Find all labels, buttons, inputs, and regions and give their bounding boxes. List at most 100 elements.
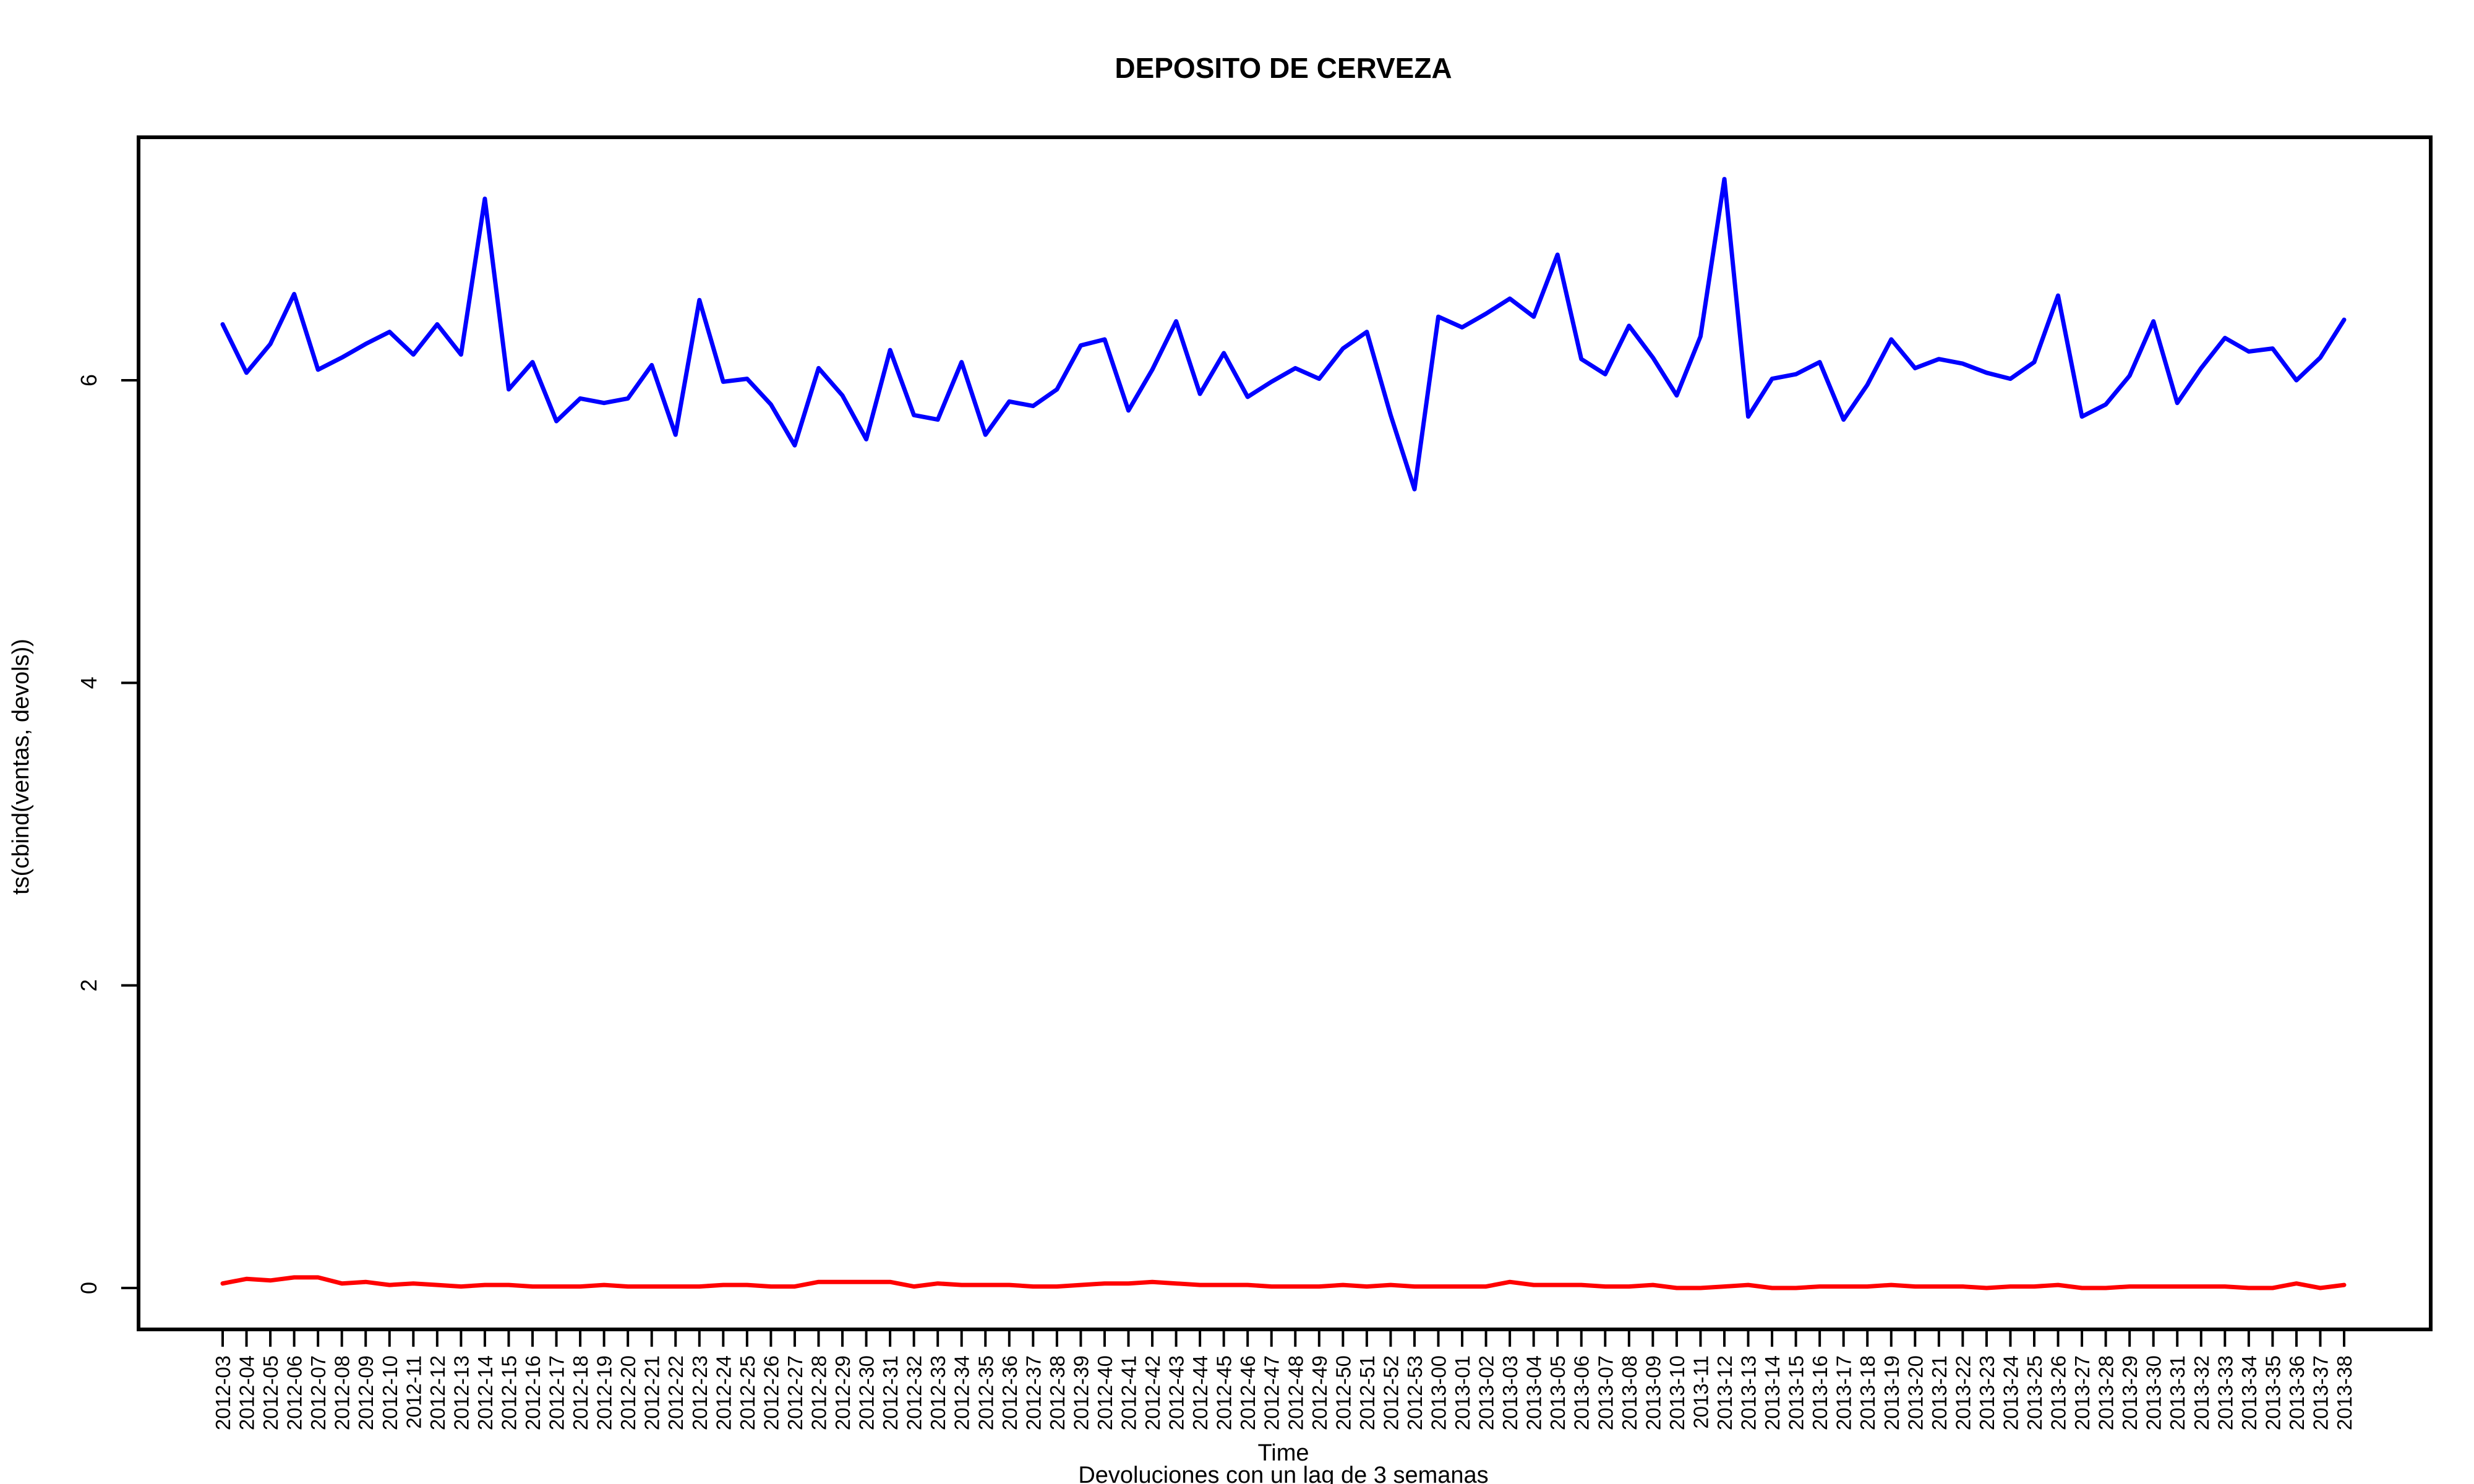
series-line-2 [220, 1275, 2347, 1290]
x-tick-label: 2012-21 [641, 1355, 664, 1430]
x-tick-label: 2012-13 [450, 1355, 473, 1430]
x-tick-label: 2012-16 [521, 1355, 544, 1430]
x-tick-label: 2013-35 [2261, 1355, 2284, 1430]
x-tick-label: 2012-35 [974, 1355, 997, 1430]
x-tick-label: 2013-21 [1928, 1355, 1951, 1430]
x-tick-label: 2012-08 [331, 1355, 354, 1430]
x-tick-label: 2013-14 [1761, 1355, 1784, 1430]
x-tick-label: 2012-10 [379, 1355, 401, 1430]
x-tick-label: 2013-26 [2047, 1355, 2070, 1430]
x-tick-label: 2012-46 [1236, 1355, 1259, 1430]
x-tick-label: 2013-01 [1451, 1355, 1474, 1430]
x-tick-label: 2012-04 [236, 1355, 259, 1430]
x-tick-label: 2013-08 [1618, 1355, 1641, 1430]
x-tick-label: 2013-03 [1499, 1355, 1522, 1430]
x-tick-label: 2012-52 [1379, 1355, 1402, 1430]
x-tick-label: 2013-22 [1951, 1355, 1974, 1430]
plot-frame [137, 135, 2433, 1331]
x-tick-label: 2012-15 [497, 1355, 520, 1430]
x-tick-label: 2012-48 [1284, 1355, 1307, 1430]
x-tick-label: 2013-18 [1856, 1355, 1879, 1430]
chart-title: DEPOSITO DE CERVEZA [1115, 52, 1452, 84]
x-tick-label: 2013-30 [2142, 1355, 2165, 1430]
x-tick-label: 2013-06 [1570, 1355, 1593, 1430]
x-tick-label: 2013-19 [1880, 1355, 1903, 1430]
x-tick-label: 2012-42 [1141, 1355, 1164, 1430]
x-tick-label: 2012-44 [1189, 1355, 1212, 1430]
x-tick-label: 2012-06 [283, 1355, 306, 1430]
x-tick-label: 2013-31 [2166, 1355, 2189, 1430]
x-tick-label: 2013-28 [2095, 1355, 2118, 1430]
x-tick-label: 2013-05 [1546, 1355, 1569, 1430]
x-tick-label: 2013-11 [1689, 1355, 1712, 1429]
x-tick-label: 2013-34 [2238, 1355, 2261, 1430]
x-tick-label: 2012-25 [736, 1355, 759, 1430]
x-tick-label: 2012-37 [1022, 1355, 1045, 1430]
x-axis-label: Time [1257, 1440, 1309, 1466]
x-tick-label: 2012-32 [903, 1355, 926, 1430]
x-tick-label: 2012-51 [1356, 1355, 1379, 1430]
x-tick-label: 2012-34 [951, 1355, 974, 1430]
y-tick-label: 6 [76, 374, 101, 386]
x-tick-label: 2013-25 [2023, 1355, 2046, 1430]
x-tick-label: 2013-38 [2333, 1355, 2356, 1430]
x-tick-label: 2012-05 [259, 1355, 282, 1430]
x-tick-label: 2012-19 [593, 1355, 616, 1430]
x-tick-label: 2012-43 [1165, 1355, 1188, 1430]
x-tick-label: 2012-49 [1308, 1355, 1331, 1430]
x-tick-label: 2012-28 [807, 1355, 830, 1430]
x-tick-label: 2012-50 [1332, 1355, 1355, 1430]
x-tick-label: 2012-12 [426, 1355, 449, 1430]
x-tick-label: 2012-30 [855, 1355, 878, 1430]
x-tick-label: 2012-22 [664, 1355, 687, 1430]
x-tick-label: 2012-11 [402, 1355, 425, 1429]
x-tick-label: 2013-04 [1523, 1355, 1546, 1430]
series-layer [220, 177, 2347, 1290]
x-tick-label: 2013-37 [2309, 1355, 2332, 1430]
x-tick-label: 2012-29 [831, 1355, 854, 1430]
x-tick-label: 2013-02 [1475, 1355, 1498, 1430]
x-tick-label: 2012-24 [712, 1355, 735, 1430]
x-tick-label: 2012-03 [212, 1355, 234, 1430]
x-tick-label: 2012-14 [474, 1355, 497, 1430]
y-tick-label: 2 [76, 979, 101, 992]
x-tick-label: 2013-20 [1904, 1355, 1927, 1430]
x-tick-label: 2013-13 [1737, 1355, 1760, 1430]
x-tick-label: 2012-39 [1069, 1355, 1092, 1430]
x-tick-label: 2012-33 [927, 1355, 949, 1430]
y-axis-label: ts(cbind(ventas, devols)) [8, 639, 34, 895]
y-axis: 0 2 4 6 [76, 374, 139, 1294]
x-tick-label: 2012-38 [1046, 1355, 1069, 1430]
chart-subtitle: Devoluciones con un lag de 3 semanas [1078, 1462, 1488, 1484]
x-tick-label: 2012-27 [784, 1355, 807, 1430]
x-tick-label: 2013-16 [1808, 1355, 1831, 1430]
x-tick-label: 2012-09 [354, 1355, 377, 1430]
x-tick-label: 2012-26 [760, 1355, 782, 1430]
x-tick-label: 2012-41 [1117, 1355, 1140, 1430]
x-tick-label: 2013-29 [2118, 1355, 2141, 1430]
x-tick-label: 2012-31 [879, 1355, 902, 1430]
x-tick-label: 2012-07 [307, 1355, 330, 1430]
x-tick-label: 2013-23 [1975, 1355, 1998, 1430]
x-tick-label: 2013-10 [1666, 1355, 1689, 1430]
x-tick-label: 2012-20 [617, 1355, 640, 1430]
x-tick-label: 2012-45 [1213, 1355, 1236, 1430]
x-tick-label: 2013-27 [2071, 1355, 2094, 1430]
x-tick-label: 2013-12 [1713, 1355, 1736, 1430]
x-tick-label: 2012-36 [998, 1355, 1021, 1430]
x-axis: 2012-03 2012-04 2012-05 2012-06 2012-07 2012-… [212, 1328, 2356, 1430]
y-tick-label: 0 [76, 1282, 101, 1294]
x-tick-label: 2012-53 [1403, 1355, 1426, 1430]
x-tick-label: 2013-36 [2285, 1355, 2308, 1430]
x-tick-label: 2013-00 [1427, 1355, 1450, 1430]
x-tick-label: 2013-32 [2190, 1355, 2213, 1430]
x-tick-label: 2013-33 [2214, 1355, 2236, 1430]
x-tick-label: 2013-17 [1833, 1355, 1856, 1430]
y-tick-label: 4 [76, 676, 101, 689]
x-tick-label: 2012-17 [546, 1355, 568, 1430]
x-tick-label: 2013-24 [1999, 1355, 2022, 1430]
x-tick-label: 2012-40 [1094, 1355, 1116, 1430]
x-tick-label: 2012-47 [1261, 1355, 1283, 1430]
x-tick-label: 2012-18 [569, 1355, 592, 1430]
